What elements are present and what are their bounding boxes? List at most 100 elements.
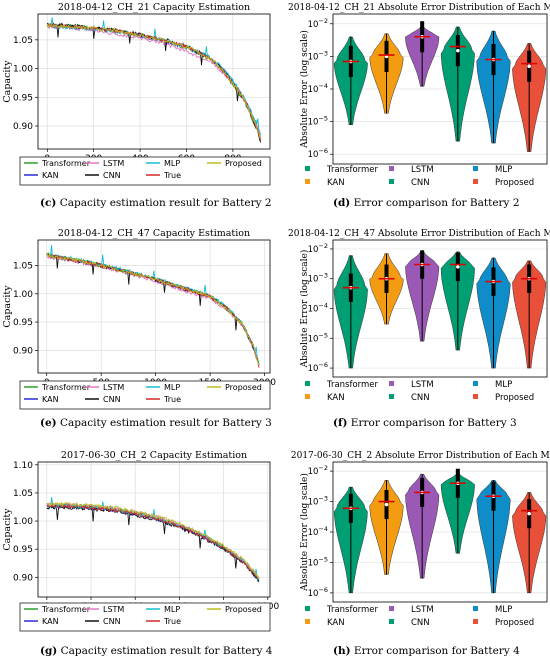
y-tick-label: 10−3 bbox=[308, 272, 328, 285]
legend-swatch-cnn bbox=[389, 394, 394, 399]
chart-title: 2018-04-12_CH_21 Absolute Error Distribu… bbox=[288, 3, 550, 13]
y-tick-label: 10−6 bbox=[308, 361, 328, 374]
y-tick-label: 1.00 bbox=[13, 517, 33, 527]
line-panel-c: 02004006008000.900.951.001.052018-04-12_… bbox=[2, 2, 271, 186]
legend-label: MLP bbox=[164, 159, 180, 168]
y-tick-label: 10−4 bbox=[308, 525, 328, 538]
plot-frame bbox=[37, 13, 271, 150]
chart-title: 2017-06-30_CH_2 Capacity Estimation bbox=[61, 450, 247, 461]
y-tick-label: 10−5 bbox=[308, 331, 328, 344]
legend-label: Transformer bbox=[41, 605, 91, 614]
y-tick-label: 1.05 bbox=[13, 489, 33, 499]
legend-label: Proposed bbox=[225, 159, 262, 168]
legend-swatch-transformer bbox=[305, 606, 310, 611]
legend-label: MLP bbox=[164, 605, 180, 614]
y-tick-label: 10−6 bbox=[308, 586, 328, 599]
legend-label: LSTM bbox=[103, 383, 124, 392]
plot-frame bbox=[37, 461, 271, 598]
y-tick-label: 0.95 bbox=[13, 545, 33, 555]
y-tick-label: 0.95 bbox=[13, 93, 33, 103]
caption-c: (c) Capacity estimation result for Batte… bbox=[40, 197, 272, 209]
violin-median-dot bbox=[456, 265, 460, 269]
legend-swatch-proposed bbox=[473, 179, 478, 184]
legend-swatch-lstm bbox=[389, 606, 394, 611]
violin-panel-d: 10−6 10−5 10−4 10−3 10−2 2018-04-12_CH_21 Abs… bbox=[288, 3, 550, 188]
series-line-proposed bbox=[46, 252, 260, 366]
legend-swatch-proposed bbox=[473, 619, 478, 624]
legend-label: KAN bbox=[42, 171, 59, 180]
series-line-transformer bbox=[46, 22, 262, 141]
legend-label: CNN bbox=[103, 171, 121, 180]
legend-label: MLP bbox=[495, 605, 512, 615]
series-line-true bbox=[46, 22, 262, 141]
series-line-true bbox=[46, 503, 260, 579]
y-tick-label: 10−3 bbox=[308, 495, 328, 508]
legend-label: KAN bbox=[327, 393, 345, 403]
legend-label: MLP bbox=[495, 165, 512, 175]
y-tick-label: 10−4 bbox=[308, 302, 328, 315]
legend-label: Proposed bbox=[495, 618, 534, 628]
legend-label: Transformer bbox=[326, 380, 379, 390]
legend-label: Proposed bbox=[225, 383, 262, 392]
caption-d: (d) Error comparison for Battery 2 bbox=[333, 197, 520, 209]
line-panel-g: 020040060080010000.900.951.001.051.10201… bbox=[2, 450, 280, 632]
legend-swatch-mlp bbox=[473, 166, 478, 171]
legend-swatch-transformer bbox=[305, 166, 310, 171]
legend-swatch-lstm bbox=[389, 381, 394, 386]
legend-swatch-mlp bbox=[473, 606, 478, 611]
legend-label: CNN bbox=[411, 178, 430, 188]
legend-label: LSTM bbox=[103, 605, 124, 614]
legend-label: LSTM bbox=[411, 605, 434, 615]
chart-title: 2018-04-12_CH_21 Capacity Estimation bbox=[58, 2, 250, 13]
series-line-kan bbox=[46, 23, 262, 140]
series-line-proposed bbox=[46, 501, 260, 579]
legend-label: KAN bbox=[327, 618, 345, 628]
plot-frame bbox=[37, 239, 271, 374]
y-axis-label: Capacity bbox=[2, 285, 13, 328]
legend-swatch-transformer bbox=[305, 381, 310, 386]
y-tick-label: 10−3 bbox=[308, 49, 328, 62]
chart-title: 2018-04-12_CH_47 Capacity Estimation bbox=[58, 228, 250, 239]
legend-label: LSTM bbox=[103, 159, 124, 168]
y-tick-label: 10−4 bbox=[308, 82, 328, 95]
y-tick-label: 1.00 bbox=[13, 290, 33, 300]
y-tick-label: 10−2 bbox=[308, 464, 328, 477]
y-tick-label: 1.00 bbox=[13, 65, 33, 75]
legend-label: Transformer bbox=[326, 165, 379, 175]
legend-swatch-cnn bbox=[389, 619, 394, 624]
legend-label: Proposed bbox=[495, 393, 534, 403]
legend-label: LSTM bbox=[411, 165, 434, 175]
legend-swatch-kan bbox=[305, 619, 310, 624]
y-tick-label: 0.90 bbox=[13, 346, 33, 356]
legend-swatch-mlp bbox=[473, 381, 478, 386]
legend-swatch-lstm bbox=[389, 166, 394, 171]
y-tick-label: 10−5 bbox=[308, 555, 328, 568]
y-tick-label: 10−2 bbox=[308, 242, 328, 255]
legend-box bbox=[19, 380, 271, 410]
y-axis-label: Absolute Error (log scale) bbox=[299, 30, 310, 149]
violin-median-dot bbox=[527, 64, 531, 69]
legend-label: CNN bbox=[411, 393, 430, 403]
y-axis-label: Capacity bbox=[2, 60, 13, 103]
legend-label: KAN bbox=[42, 617, 59, 626]
caption-f: (f) Error comparison for Battery 3 bbox=[333, 417, 517, 429]
violin-median-dot bbox=[384, 502, 389, 507]
y-tick-label: 10−2 bbox=[308, 17, 328, 30]
legend-label: True bbox=[163, 395, 181, 404]
legend-label: CNN bbox=[411, 618, 430, 628]
caption-g: (g) Capacity estimation result for Batte… bbox=[40, 645, 273, 657]
violin-panel-h: 10−6 10−5 10−4 10−3 10−2 2017-06-30_CH_2 Abso… bbox=[291, 451, 550, 628]
legend-label: Transformer bbox=[41, 159, 91, 168]
legend-label: Proposed bbox=[495, 178, 534, 188]
chart-title: 2018-04-12_CH_47 Absolute Error Distribu… bbox=[288, 229, 550, 239]
legend-label: MLP bbox=[164, 383, 180, 392]
legend-label: True bbox=[163, 617, 181, 626]
legend-label: CNN bbox=[103, 617, 121, 626]
y-tick-label: 1.05 bbox=[13, 261, 33, 271]
legend-swatch-proposed bbox=[473, 394, 478, 399]
y-tick-label: 10−6 bbox=[308, 147, 328, 160]
violin-median-dot bbox=[456, 48, 460, 53]
legend-label: CNN bbox=[103, 395, 121, 404]
chart-title: 2017-06-30_CH_2 Absolute Error Distribut… bbox=[291, 451, 550, 461]
y-tick-label: 0.90 bbox=[13, 573, 33, 583]
